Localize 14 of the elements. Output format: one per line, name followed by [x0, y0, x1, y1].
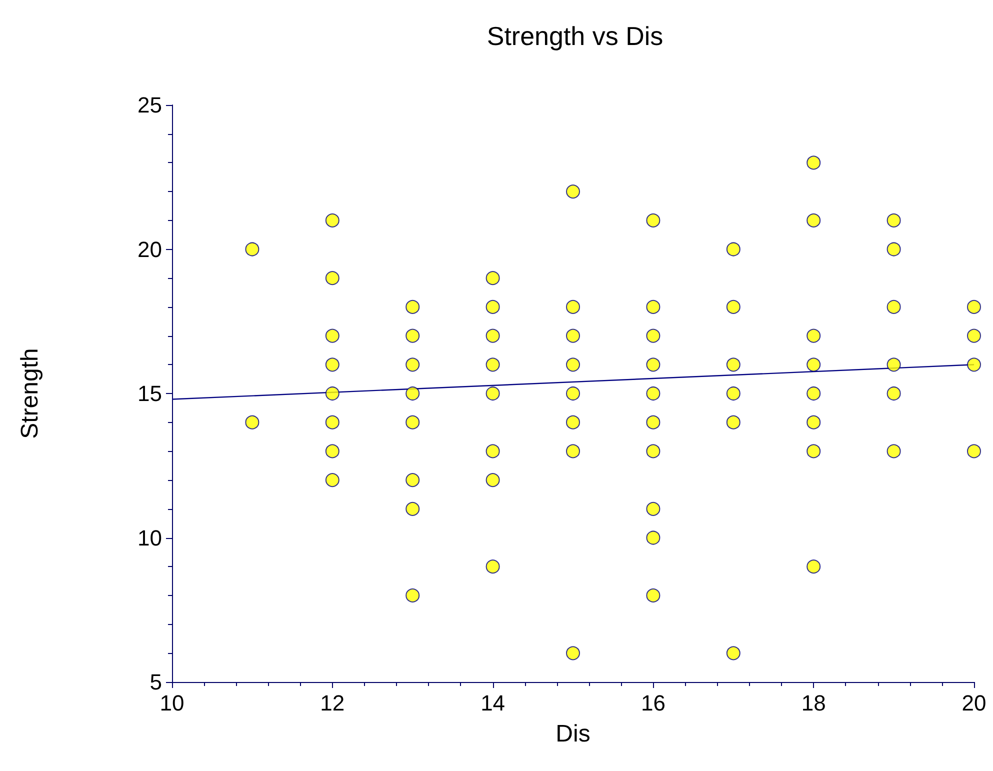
x-tick-label: 16	[640, 690, 666, 716]
x-tick-label: 12	[320, 690, 345, 716]
x-tick-label: 18	[801, 690, 826, 716]
y-tick-label: 25	[138, 92, 162, 118]
y-axis-title: Strength	[16, 348, 44, 439]
x-tick-label: 10	[160, 690, 184, 716]
x-tick-label: 20	[962, 690, 986, 716]
chart-title: Strength vs Dis	[486, 21, 664, 51]
y-tick-label: 10	[138, 525, 162, 550]
x-axis-title: Dis	[556, 720, 590, 748]
y-tick-label: 20	[138, 236, 162, 262]
y-tick-label: 15	[138, 381, 162, 406]
x-tick-label: 14	[480, 690, 506, 716]
y-tick-label: 5	[150, 670, 162, 694]
